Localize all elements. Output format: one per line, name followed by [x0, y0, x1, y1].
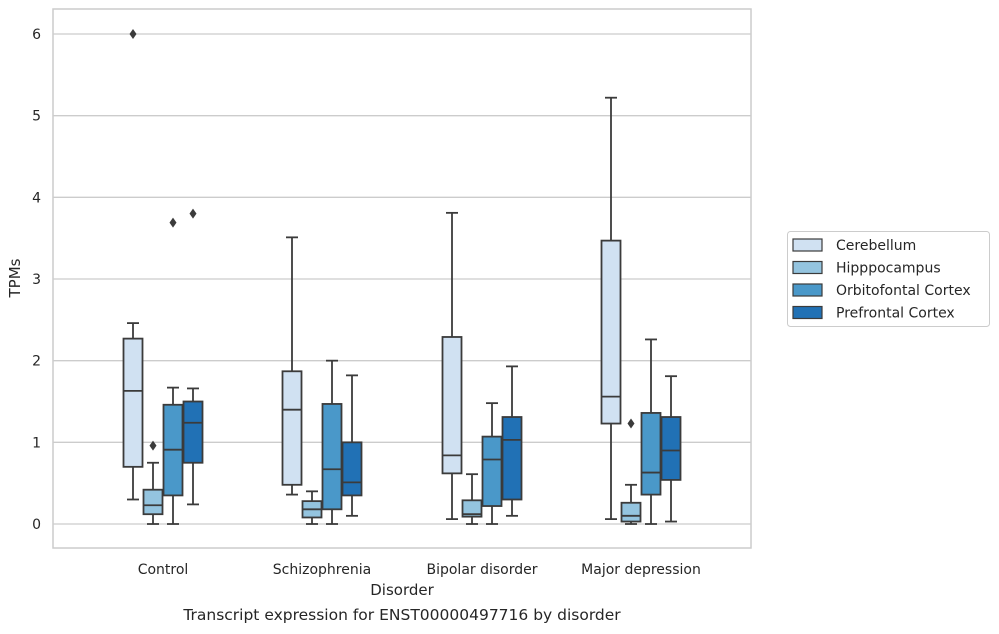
y-tick-label: 2	[32, 354, 41, 370]
box-hipppocampus-1	[301, 490, 323, 525]
x-axis-ticks: Control Schizophrenia Bipolar disorder Majo…	[138, 562, 701, 578]
y-axis-ticks: 0 1 2 3 4 5 6	[32, 27, 41, 533]
box-hipppocampus-0	[142, 440, 164, 525]
box-iqr	[281, 370, 303, 486]
legend-swatch	[792, 283, 823, 297]
legend-swatch	[792, 260, 823, 275]
box-iqr	[122, 337, 144, 468]
plot-frame	[52, 8, 752, 549]
y-tick-label: 1	[32, 435, 41, 451]
x-tick-label: Schizophrenia	[273, 562, 371, 578]
box-prefrontal-cortex-2	[501, 365, 523, 517]
box-orbitofontal-cortex-3	[640, 338, 662, 525]
box-cerebellum-3	[600, 96, 622, 520]
box-orbitofontal-cortex-0	[162, 217, 184, 525]
box-iqr	[321, 403, 343, 511]
x-axis-title: Disorder	[370, 581, 434, 599]
box-cerebellum-2	[441, 211, 463, 520]
box-cerebellum-1	[281, 236, 303, 496]
y-tick-label: 0	[32, 517, 41, 533]
box-iqr	[182, 400, 204, 464]
box-iqr	[441, 336, 463, 475]
box-hipppocampus-2	[461, 473, 483, 525]
x-tick-label: Major depression	[581, 562, 701, 578]
box-iqr	[600, 239, 622, 425]
box-iqr	[640, 412, 662, 496]
box-plot-series	[122, 29, 682, 525]
box-cerebellum-0	[122, 29, 144, 501]
x-tick-label: Bipolar disorder	[426, 562, 537, 578]
box-iqr	[341, 441, 363, 497]
legend-swatch	[792, 305, 823, 320]
legend-label: Prefrontal Cortex	[836, 306, 955, 322]
box-prefrontal-cortex-3	[660, 375, 682, 523]
box-orbitofontal-cortex-2	[481, 402, 503, 525]
box-iqr	[142, 488, 164, 516]
legend: Cerebellum Hipppocampus Orbitofontal Corte…	[787, 231, 990, 327]
outlier-point	[149, 440, 157, 451]
box-prefrontal-cortex-0	[182, 208, 204, 506]
legend-label: Cerebellum	[836, 238, 916, 254]
box-iqr	[461, 499, 483, 518]
outlier-point	[129, 29, 137, 39]
legend-frame	[787, 231, 990, 327]
chart-caption: Transcript expression for ENST0000049771…	[183, 606, 621, 624]
outlier-point	[189, 208, 197, 219]
y-tick-label: 5	[32, 109, 41, 125]
box-iqr	[660, 416, 682, 481]
box-iqr	[501, 416, 523, 501]
y-tick-label: 6	[32, 27, 41, 43]
x-tick-label: Control	[138, 562, 189, 578]
box-orbitofontal-cortex-1	[321, 359, 343, 525]
outlier-point	[169, 217, 177, 228]
legend-label: Hipppocampus	[836, 261, 941, 277]
y-tick-label: 3	[32, 272, 41, 288]
outlier-point	[627, 418, 635, 429]
box-iqr	[481, 435, 503, 507]
box-iqr	[620, 501, 642, 523]
y-tick-label: 4	[32, 190, 41, 206]
box-prefrontal-cortex-1	[341, 374, 363, 517]
legend-swatch	[792, 238, 823, 252]
box-hipppocampus-3	[620, 418, 642, 525]
legend-label: Orbitofontal Cortex	[836, 283, 971, 299]
y-axis-title: TPMs	[6, 258, 24, 298]
